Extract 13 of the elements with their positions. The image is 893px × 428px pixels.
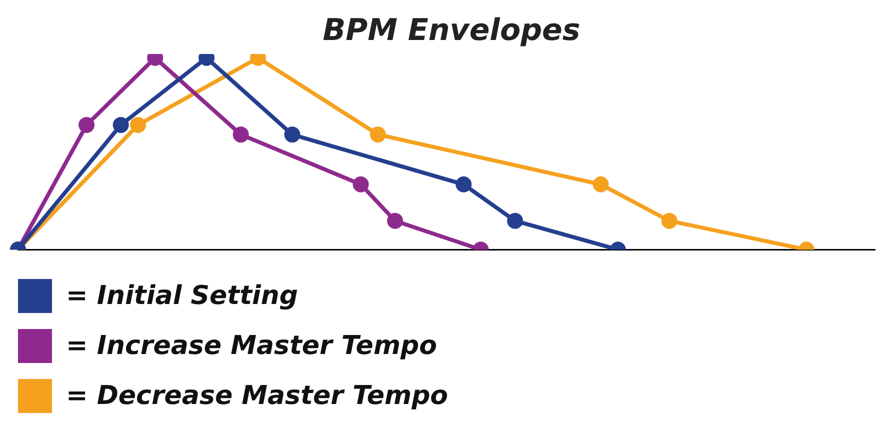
- point: [592, 176, 609, 192]
- chart-title: BPM Envelopes: [322, 12, 580, 48]
- legend-label: = Initial Setting: [66, 281, 298, 311]
- point: [352, 176, 369, 192]
- point: [456, 176, 472, 192]
- point: [232, 126, 249, 143]
- point: [284, 126, 300, 143]
- legend-label: = Increase Master Tempo: [66, 331, 438, 361]
- legend-label: = Decrease Master Tempo: [66, 381, 448, 411]
- point: [370, 126, 386, 143]
- point: [112, 116, 129, 133]
- point: [78, 116, 95, 133]
- point: [130, 116, 146, 133]
